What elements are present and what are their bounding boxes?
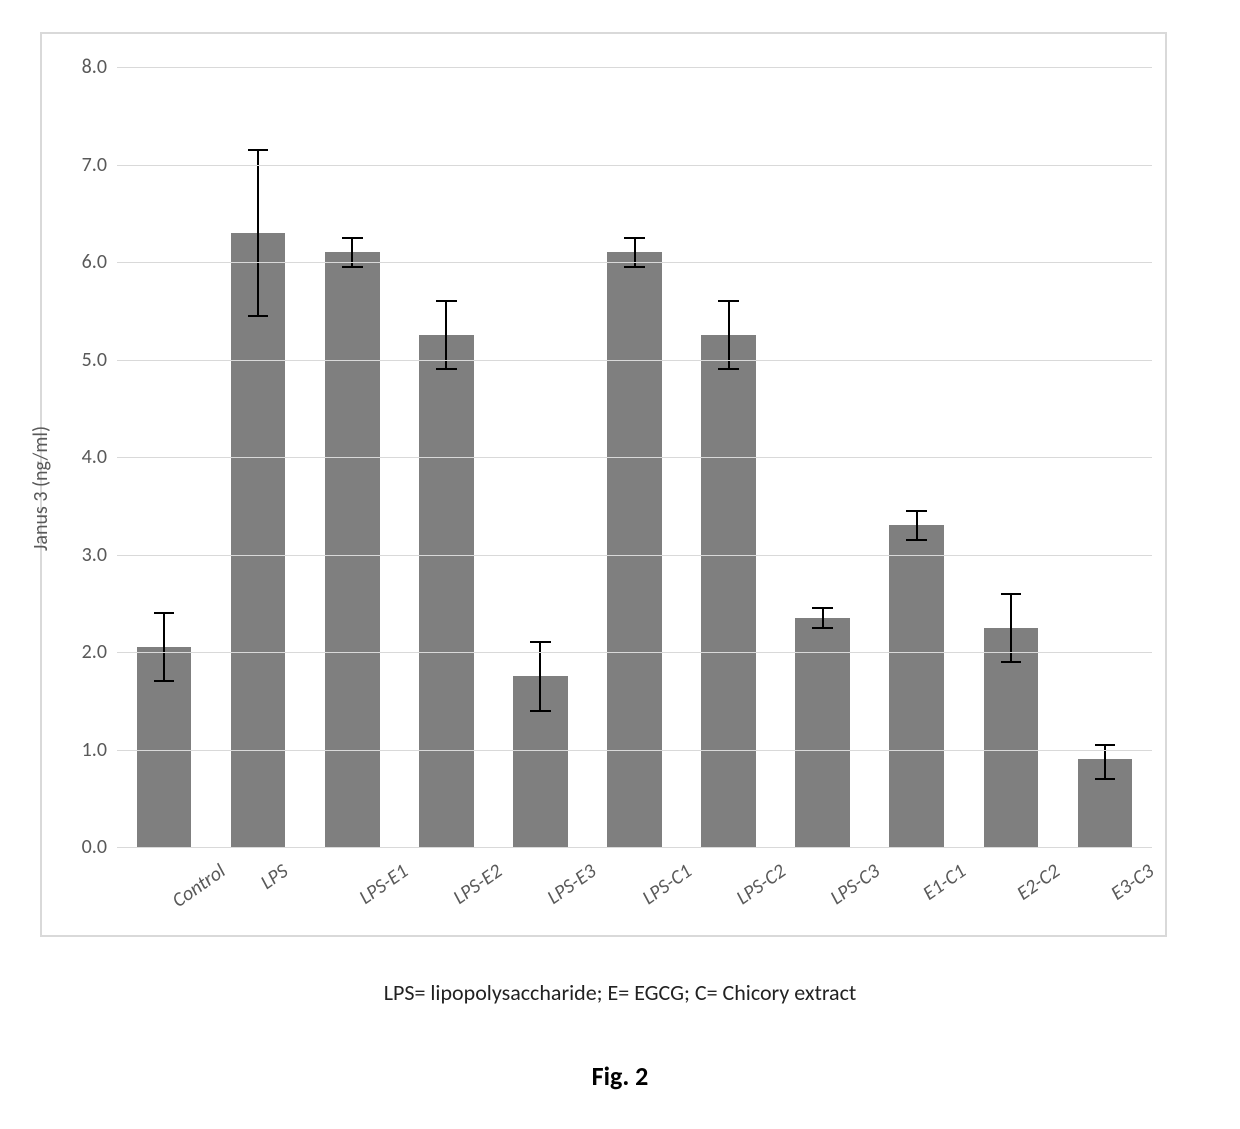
x-tick-label: E2-C2 <box>1012 859 1064 905</box>
gridline <box>117 67 1152 68</box>
bar <box>607 252 662 847</box>
gridline <box>117 750 1152 751</box>
error-bar-cap <box>624 237 645 239</box>
bar <box>889 525 944 847</box>
error-bar-cap <box>530 641 551 643</box>
y-tick-label: 0.0 <box>82 835 117 859</box>
page: 0.0 1.0 2.0 3.0 4.0 5.0 6.0 7.0 8.0 Control LPS LPS… <box>0 0 1240 1129</box>
gridline <box>117 360 1152 361</box>
error-bar <box>257 150 259 316</box>
x-tick-label: Control <box>168 859 230 913</box>
plot-area: 0.01.02.03.04.05.06.07.08.0ControlLPSLPS… <box>117 67 1152 847</box>
x-tick-label: E1-C1 <box>918 859 970 905</box>
error-bar-cap <box>342 237 363 239</box>
error-bar-cap <box>1095 744 1116 746</box>
gridline <box>117 457 1152 458</box>
error-bar-cap <box>436 368 457 370</box>
error-bar-cap <box>718 300 739 302</box>
y-tick-label: 6.0 <box>82 250 117 274</box>
x-tick-label: LPS-E2 <box>449 859 507 910</box>
x-tick-label: LPS-C1 <box>637 859 695 910</box>
error-bar <box>916 511 918 540</box>
chart-frame: 0.0 1.0 2.0 3.0 4.0 5.0 6.0 7.0 8.0 Control LPS LPS… <box>40 32 1167 937</box>
x-tick-label: E3-C3 <box>1107 859 1159 905</box>
error-bar-cap <box>248 315 269 317</box>
y-tick-label: 2.0 <box>82 640 117 664</box>
x-tick-label: LPS-E1 <box>355 859 413 910</box>
error-bar-cap <box>248 149 269 151</box>
gridline <box>117 165 1152 166</box>
bar <box>701 335 756 847</box>
error-bar-cap <box>906 510 927 512</box>
y-tick-label: 3.0 <box>82 543 117 567</box>
error-bar-cap <box>342 266 363 268</box>
x-tick-label: LPS-C3 <box>826 859 884 910</box>
error-bar-cap <box>906 539 927 541</box>
y-tick-label: 8.0 <box>82 55 117 79</box>
error-bar <box>163 613 165 681</box>
x-tick-label: LPS-C2 <box>732 859 790 910</box>
bar <box>419 335 474 847</box>
y-axis-title: Janus 3 (ng/ml) <box>29 426 53 551</box>
bar <box>325 252 380 847</box>
error-bar-cap <box>154 612 175 614</box>
y-tick-label: 5.0 <box>82 348 117 372</box>
bar <box>231 233 286 847</box>
gridline <box>117 555 1152 556</box>
gridline <box>117 652 1152 653</box>
y-tick-label: 7.0 <box>82 153 117 177</box>
error-bar-cap <box>1001 661 1022 663</box>
y-tick-label: 1.0 <box>82 738 117 762</box>
error-bar-cap <box>812 627 833 629</box>
error-bar-cap <box>812 607 833 609</box>
y-tick-label: 4.0 <box>82 445 117 469</box>
error-bar-cap <box>154 680 175 682</box>
error-bar <box>822 608 824 628</box>
chart-caption: LPS= lipopolysaccharide; E= EGCG; C= Chi… <box>0 979 1240 1006</box>
gridline <box>117 847 1152 848</box>
figure-label: Fig. 2 <box>0 1060 1240 1092</box>
x-tick-label: LPS <box>256 859 293 895</box>
error-bar-cap <box>1001 593 1022 595</box>
gridline <box>117 262 1152 263</box>
error-bar-cap <box>1095 778 1116 780</box>
error-bar-cap <box>718 368 739 370</box>
error-bar-cap <box>624 266 645 268</box>
error-bar-cap <box>436 300 457 302</box>
error-bar-cap <box>530 710 551 712</box>
x-tick-label: LPS-E3 <box>543 859 601 910</box>
